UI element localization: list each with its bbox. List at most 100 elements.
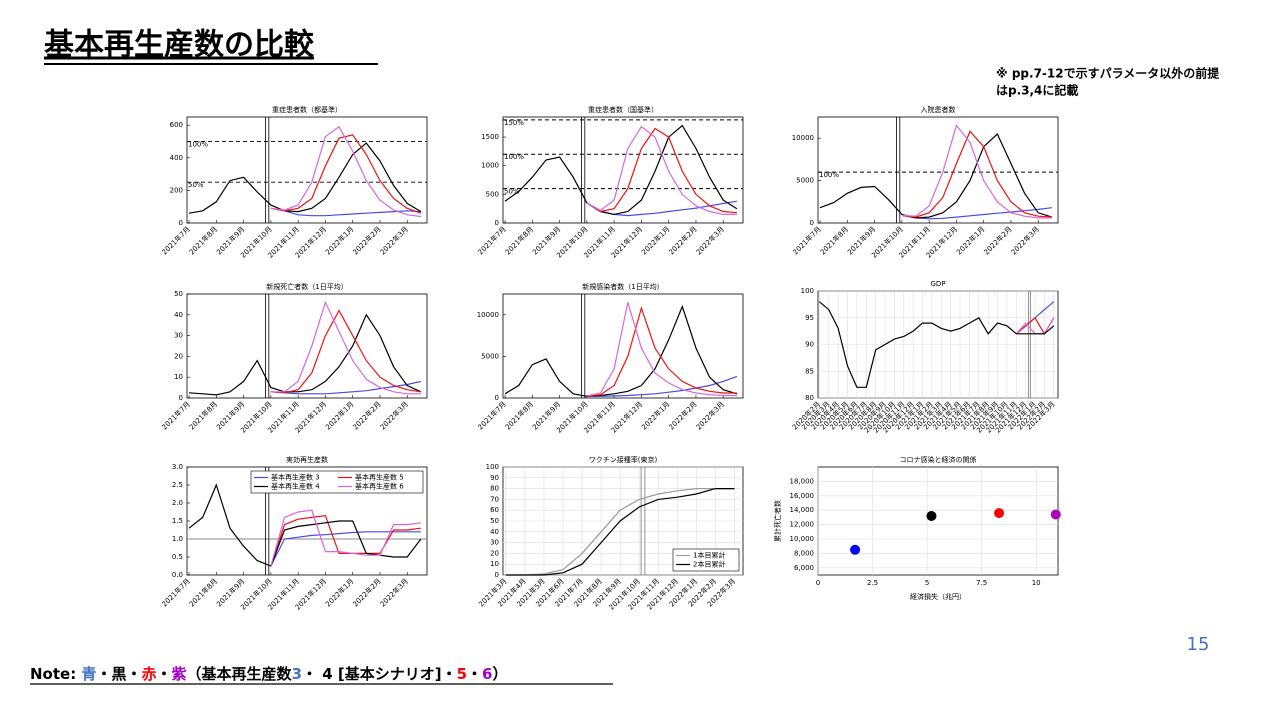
series-line: [505, 488, 735, 576]
series-line: [901, 124, 1052, 219]
y-tick-label: 10000: [792, 134, 814, 142]
y-tick-label: 80: [805, 394, 814, 402]
x-tick-label: 2022年3月: [378, 224, 410, 256]
y-tick-label: 30: [174, 332, 183, 340]
x-tick-label: 2021年8月: [187, 399, 219, 431]
scatter-point: [850, 544, 861, 555]
note-part: 赤: [142, 665, 157, 683]
y-tick-label: 0: [495, 394, 499, 402]
footnote: ※ pp.7-12で示すパラメータ以外の前提: [996, 66, 1220, 81]
plot-frame: [502, 293, 744, 399]
note: Note: 青・黒・赤・紫（基本再生産数3・ 4 [基本シナリオ]・5・6）: [30, 665, 508, 683]
y-tick-label: 600: [170, 121, 183, 129]
y-tick-label: 0: [810, 219, 814, 227]
x-tick-label: 2022年3月: [378, 576, 410, 608]
x-tick-label: 2021年7月: [160, 399, 192, 431]
scatter-point: [926, 510, 937, 521]
y-tick-label: 80: [490, 485, 499, 493]
x-tick-label: 2022年3月: [378, 399, 410, 431]
x-tick-label: 2022年3月: [694, 224, 726, 256]
note-part: 6: [482, 665, 492, 683]
y-tick-label: 0: [495, 571, 499, 579]
series-line: [901, 130, 1052, 218]
y-tick-label: 1000: [481, 162, 499, 170]
x-tick-label: 2022年1月: [323, 576, 355, 608]
x-tick-label: 2021年8月: [503, 224, 535, 256]
chart-title: 新規死亡者数（1日平均）: [266, 282, 347, 291]
x-tick-label: 2022年2月: [351, 224, 383, 256]
chart-title: 重症患者数（国基準）: [588, 105, 658, 114]
series-line: [504, 124, 738, 216]
chart-title: 新規感染者数（1日平均）: [582, 282, 663, 291]
scatter-point: [994, 508, 1005, 519]
x-tick-label: 2022年2月: [351, 399, 383, 431]
note-part: 3: [292, 665, 302, 683]
x-tick-label: 2022年3月: [694, 399, 726, 431]
series-line: [270, 514, 421, 567]
legend-label: 2本目累計: [693, 560, 725, 569]
series-line: [819, 132, 1053, 219]
x-tick-label: 2022年2月: [351, 576, 383, 608]
y-tick-label: 12,000: [790, 521, 815, 529]
series-line: [270, 300, 421, 395]
scatter-point: [1050, 509, 1061, 520]
y-tick-label: 0.0: [172, 571, 183, 579]
y-tick-label: 6,000: [794, 564, 814, 572]
chart-title: コロナ感染と経済の関係: [900, 455, 977, 464]
y-tick-label: 100: [801, 287, 814, 295]
legend-label: 基本再生産数 4: [271, 482, 320, 491]
y-tick-label: 10000: [477, 311, 499, 319]
x-tick-label: 2022年1月: [323, 224, 355, 256]
x-tick-label: 2021年8月: [503, 399, 535, 431]
y-tick-label: 500: [486, 190, 499, 198]
note-part: ・: [467, 665, 482, 683]
y-tick-label: 90: [490, 474, 499, 482]
x-tick-label: 2021年7月: [791, 224, 823, 256]
y-axis-label: 累計死亡者数: [773, 500, 782, 542]
x-tick-label: 0: [816, 579, 820, 587]
x-tick-label: 2021年7月: [160, 576, 192, 608]
slide-title: 基本再生産数の比較: [44, 28, 315, 63]
series-line: [586, 302, 737, 397]
chart-title: ワクチン接種率(東京): [589, 455, 658, 464]
y-tick-label: 18,000: [790, 477, 815, 485]
y-tick-label: 16,000: [790, 492, 815, 500]
x-tick-label: 2022年1月: [954, 224, 986, 256]
y-tick-label: 10: [174, 373, 183, 381]
page-number: 15: [1187, 634, 1210, 655]
plot-frame: [817, 466, 1059, 576]
note-part: 黒: [111, 665, 126, 683]
y-tick-label: 0: [179, 219, 183, 227]
reference-label: 50%: [188, 181, 204, 189]
series-line: [188, 313, 422, 396]
y-tick-label: 0: [495, 219, 499, 227]
plot-frame: [502, 116, 744, 224]
series-line: [270, 531, 421, 567]
footnote: はp.3,4に記載: [996, 83, 1078, 98]
series-line: [270, 309, 421, 394]
y-tick-label: 200: [170, 186, 183, 194]
legend-box: [672, 548, 740, 572]
y-tick-label: 2.0: [172, 499, 183, 507]
legend-label: 基本再生産数 6: [355, 482, 404, 491]
y-tick-label: 0: [179, 394, 183, 402]
note-part: 5: [457, 665, 467, 683]
legend-box: [250, 470, 424, 494]
y-tick-label: 40: [490, 528, 499, 536]
y-tick-label: 20: [174, 352, 183, 360]
series-line: [586, 306, 737, 397]
note-part: （基本再生産数: [187, 665, 293, 683]
y-tick-label: 50: [174, 290, 183, 298]
x-axis-label: 経済損失（兆円）: [910, 592, 966, 601]
note-part: 青: [81, 665, 96, 683]
y-tick-label: 95: [805, 314, 814, 322]
chart-title: 実効再生産数: [286, 455, 328, 464]
x-tick-label: 2022年2月: [667, 224, 699, 256]
y-tick-label: 20: [490, 549, 499, 557]
y-tick-label: 2.5: [172, 481, 183, 489]
series-line: [586, 125, 737, 215]
x-tick-label: 2021年8月: [187, 576, 219, 608]
reference-label: 100%: [188, 140, 208, 148]
note-part: ・: [126, 665, 141, 683]
chart-title: GDP: [930, 280, 945, 288]
